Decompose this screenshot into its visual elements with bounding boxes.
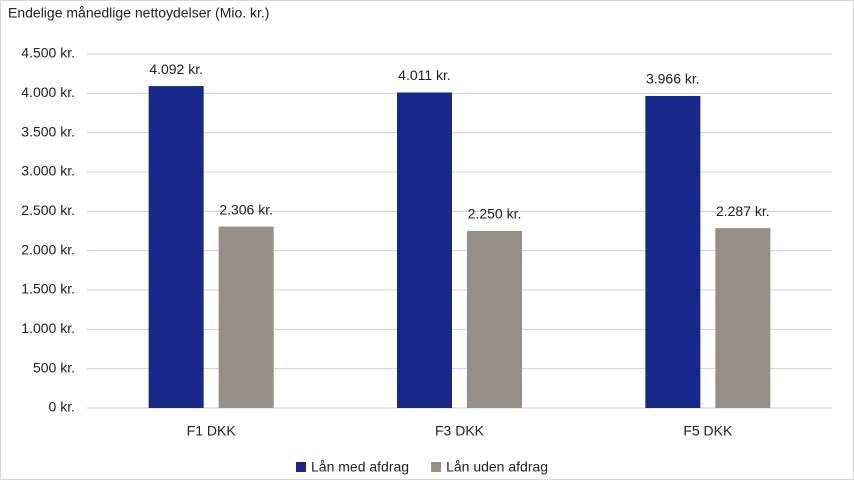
x-tick-label: F3 DKK <box>435 423 485 439</box>
bar <box>397 92 452 408</box>
legend-label: Lån med afdrag <box>311 459 409 475</box>
y-tick-label: 1.500 kr. <box>21 281 75 297</box>
value-label: 2.250 kr. <box>468 206 522 222</box>
value-label: 2.287 kr. <box>716 203 770 219</box>
bar <box>467 231 522 408</box>
y-tick-label: 3.000 kr. <box>21 163 75 179</box>
chart-title: Endelige månedlige nettoydelser (Mio. kr… <box>8 5 269 21</box>
y-tick-label: 3.500 kr. <box>21 123 75 139</box>
y-tick-label: 2.500 kr. <box>21 202 75 218</box>
y-tick-label: 4.500 kr. <box>21 45 75 61</box>
x-tick-label: F1 DKK <box>187 423 237 439</box>
y-tick-label: 4.000 kr. <box>21 84 75 100</box>
bar <box>148 86 204 408</box>
bar <box>715 228 771 408</box>
value-label: 2.306 kr. <box>219 201 273 217</box>
legend-swatch <box>296 462 306 472</box>
x-tick-label: F5 DKK <box>683 423 733 439</box>
legend-label: Lån uden afdrag <box>446 459 548 475</box>
value-label: 4.011 kr. <box>398 67 451 83</box>
y-tick-label: 500 kr. <box>33 359 75 375</box>
value-label: 4.092 kr. <box>149 61 203 77</box>
value-label: 3.966 kr. <box>646 71 700 87</box>
legend-swatch <box>431 462 442 472</box>
y-tick-label: 1.000 kr. <box>21 320 75 336</box>
bar <box>645 96 701 409</box>
y-tick-label: 0 kr. <box>49 399 75 415</box>
y-tick-label: 2.000 kr. <box>21 241 75 257</box>
bar <box>218 226 274 408</box>
